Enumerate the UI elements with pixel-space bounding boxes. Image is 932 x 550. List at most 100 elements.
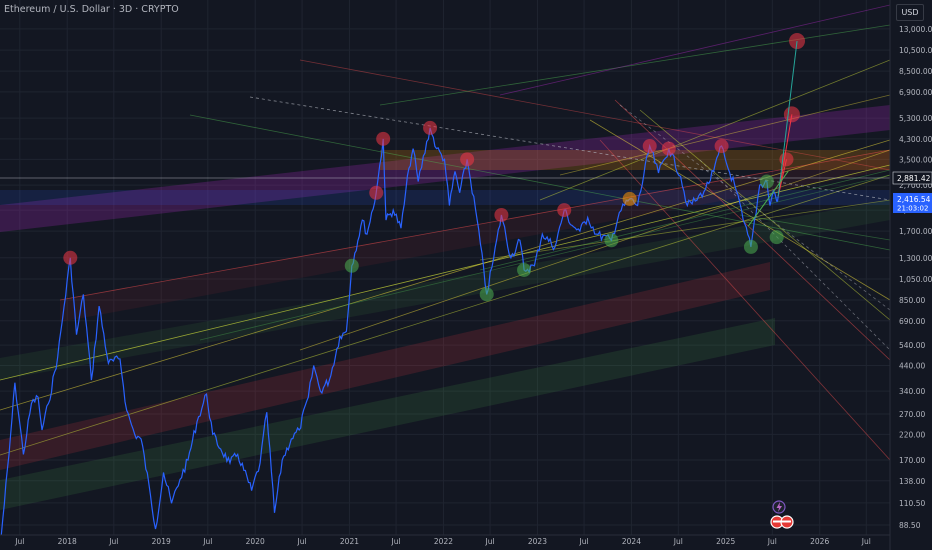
trendline — [249, 96, 891, 201]
red-marker — [376, 131, 391, 146]
y-tick-label: 690.00 — [899, 317, 925, 326]
trendline — [0, 164, 891, 381]
price-tags: 2,881.42 2,416.54 21:03:02 — [892, 171, 932, 213]
trendline — [614, 99, 891, 361]
y-tick-label: 110.50 — [899, 499, 925, 508]
trendline — [59, 149, 891, 301]
x-tick-label: 2021 — [340, 537, 359, 546]
green-marker — [604, 233, 619, 248]
red-marker — [369, 185, 384, 200]
last-close-tag: 2,881.42 — [897, 174, 931, 183]
x-tick-label: Jul — [861, 537, 871, 546]
x-tick-label: Jul — [108, 537, 118, 546]
trendline — [0, 139, 891, 411]
x-axis[interactable]: Jul 2018 Jul 2019 Jul 2020 Jul 2021 Jul 2022 Jul 20… — [0, 534, 890, 546]
current-price-tag: 2,416.54 — [897, 195, 931, 204]
trendline — [299, 149, 891, 351]
current-price-tag-bg — [893, 193, 932, 213]
y-tick-label: 4,300.00 — [899, 135, 932, 144]
y-tick-label: 1,300.00 — [899, 254, 932, 263]
trendline — [619, 104, 891, 311]
y-tick-label: 270.00 — [899, 410, 925, 419]
projection-line — [777, 40, 798, 197]
y-tick-label: 1,700.00 — [899, 227, 932, 236]
price-series — [0, 127, 779, 536]
x-tick-label: 2026 — [810, 537, 829, 546]
trendlines — [0, 4, 891, 461]
projection-lines — [747, 40, 798, 227]
y-tick-label: 138.00 — [899, 477, 925, 486]
trendline — [559, 94, 891, 176]
red-marker — [63, 250, 78, 265]
flash-icon-bolt — [776, 502, 782, 512]
x-tick-label: 2022 — [434, 537, 453, 546]
trendline — [479, 169, 891, 271]
trendline — [589, 119, 891, 301]
red-marker — [494, 207, 509, 222]
green-marker — [769, 230, 784, 245]
green-marker — [517, 262, 532, 277]
y-tick-label: 10,500.00 — [899, 46, 932, 55]
x-tick-label: Jul — [202, 537, 212, 546]
trendline — [499, 4, 891, 96]
y-tick-label: 850.00 — [899, 296, 925, 305]
y-tick-label: 8,500.00 — [899, 67, 932, 76]
countdown-tag: 21:03:02 — [897, 205, 928, 213]
y-tick-label: 340.00 — [899, 387, 925, 396]
grid — [0, 0, 890, 535]
red-marker — [714, 139, 729, 154]
y-axis[interactable]: 88.50 110.50 138.00 170.00 220.00 270.00 340.0… — [889, 0, 932, 550]
trendline — [539, 59, 891, 201]
projection-line — [747, 170, 789, 227]
green-marker — [743, 239, 758, 254]
y-tick-label: 170.00 — [899, 456, 925, 465]
y-tick-label: 88.50 — [899, 521, 921, 530]
orange-marker — [622, 191, 637, 206]
x-tick-label: 2020 — [246, 537, 265, 546]
last-close-tag-bg — [892, 171, 932, 185]
y-tick-label: 6,900.00 — [899, 88, 932, 97]
x-tick-label: Jul — [297, 537, 307, 546]
event-icons[interactable] — [770, 500, 794, 529]
y-tick-label: 220.00 — [899, 430, 925, 439]
x-tick-label: 2018 — [58, 537, 77, 546]
x-tick-label: 2019 — [152, 537, 171, 546]
price-line — [0, 127, 779, 536]
currency-button[interactable]: USD — [896, 4, 924, 21]
chart-title: Ethereum / U.S. Dollar · 3D · CRYPTO — [4, 4, 179, 15]
y-tick-label: 3,500.00 — [899, 155, 932, 164]
trendline — [299, 59, 891, 171]
x-tick-label: 2025 — [716, 537, 735, 546]
x-tick-label: Jul — [673, 537, 683, 546]
trendline — [199, 174, 891, 341]
y-tick-label: 540.00 — [899, 341, 925, 350]
trendline — [189, 114, 891, 251]
us-flag-stripe — [773, 520, 791, 523]
red-marker — [557, 203, 572, 218]
x-tick-label: 2024 — [622, 537, 641, 546]
red-marker — [642, 139, 657, 154]
x-tick-label: Jul — [767, 537, 777, 546]
channel-band — [0, 190, 890, 205]
y-tick-label: 2,700.00 — [899, 181, 932, 190]
y-tick-label: 13,000.00 — [899, 25, 932, 34]
red-marker — [423, 120, 438, 135]
x-tick-label: Jul — [14, 537, 24, 546]
trendline — [479, 199, 891, 261]
y-tick-label: 5,300.00 — [899, 114, 932, 123]
green-marker — [479, 287, 494, 302]
trendline — [699, 159, 891, 351]
channel-band — [0, 318, 775, 510]
trendline — [599, 139, 891, 461]
x-tick-label: Jul — [579, 537, 589, 546]
y-tick-label: 440.00 — [899, 362, 925, 371]
red-marker — [460, 152, 475, 167]
channel-band — [380, 150, 890, 170]
green-marker — [759, 174, 774, 189]
green-marker — [344, 258, 359, 273]
red-marker — [661, 141, 676, 156]
channel-band — [0, 262, 770, 470]
x-tick-label: Jul — [485, 537, 495, 546]
x-tick-label: 2023 — [528, 537, 547, 546]
